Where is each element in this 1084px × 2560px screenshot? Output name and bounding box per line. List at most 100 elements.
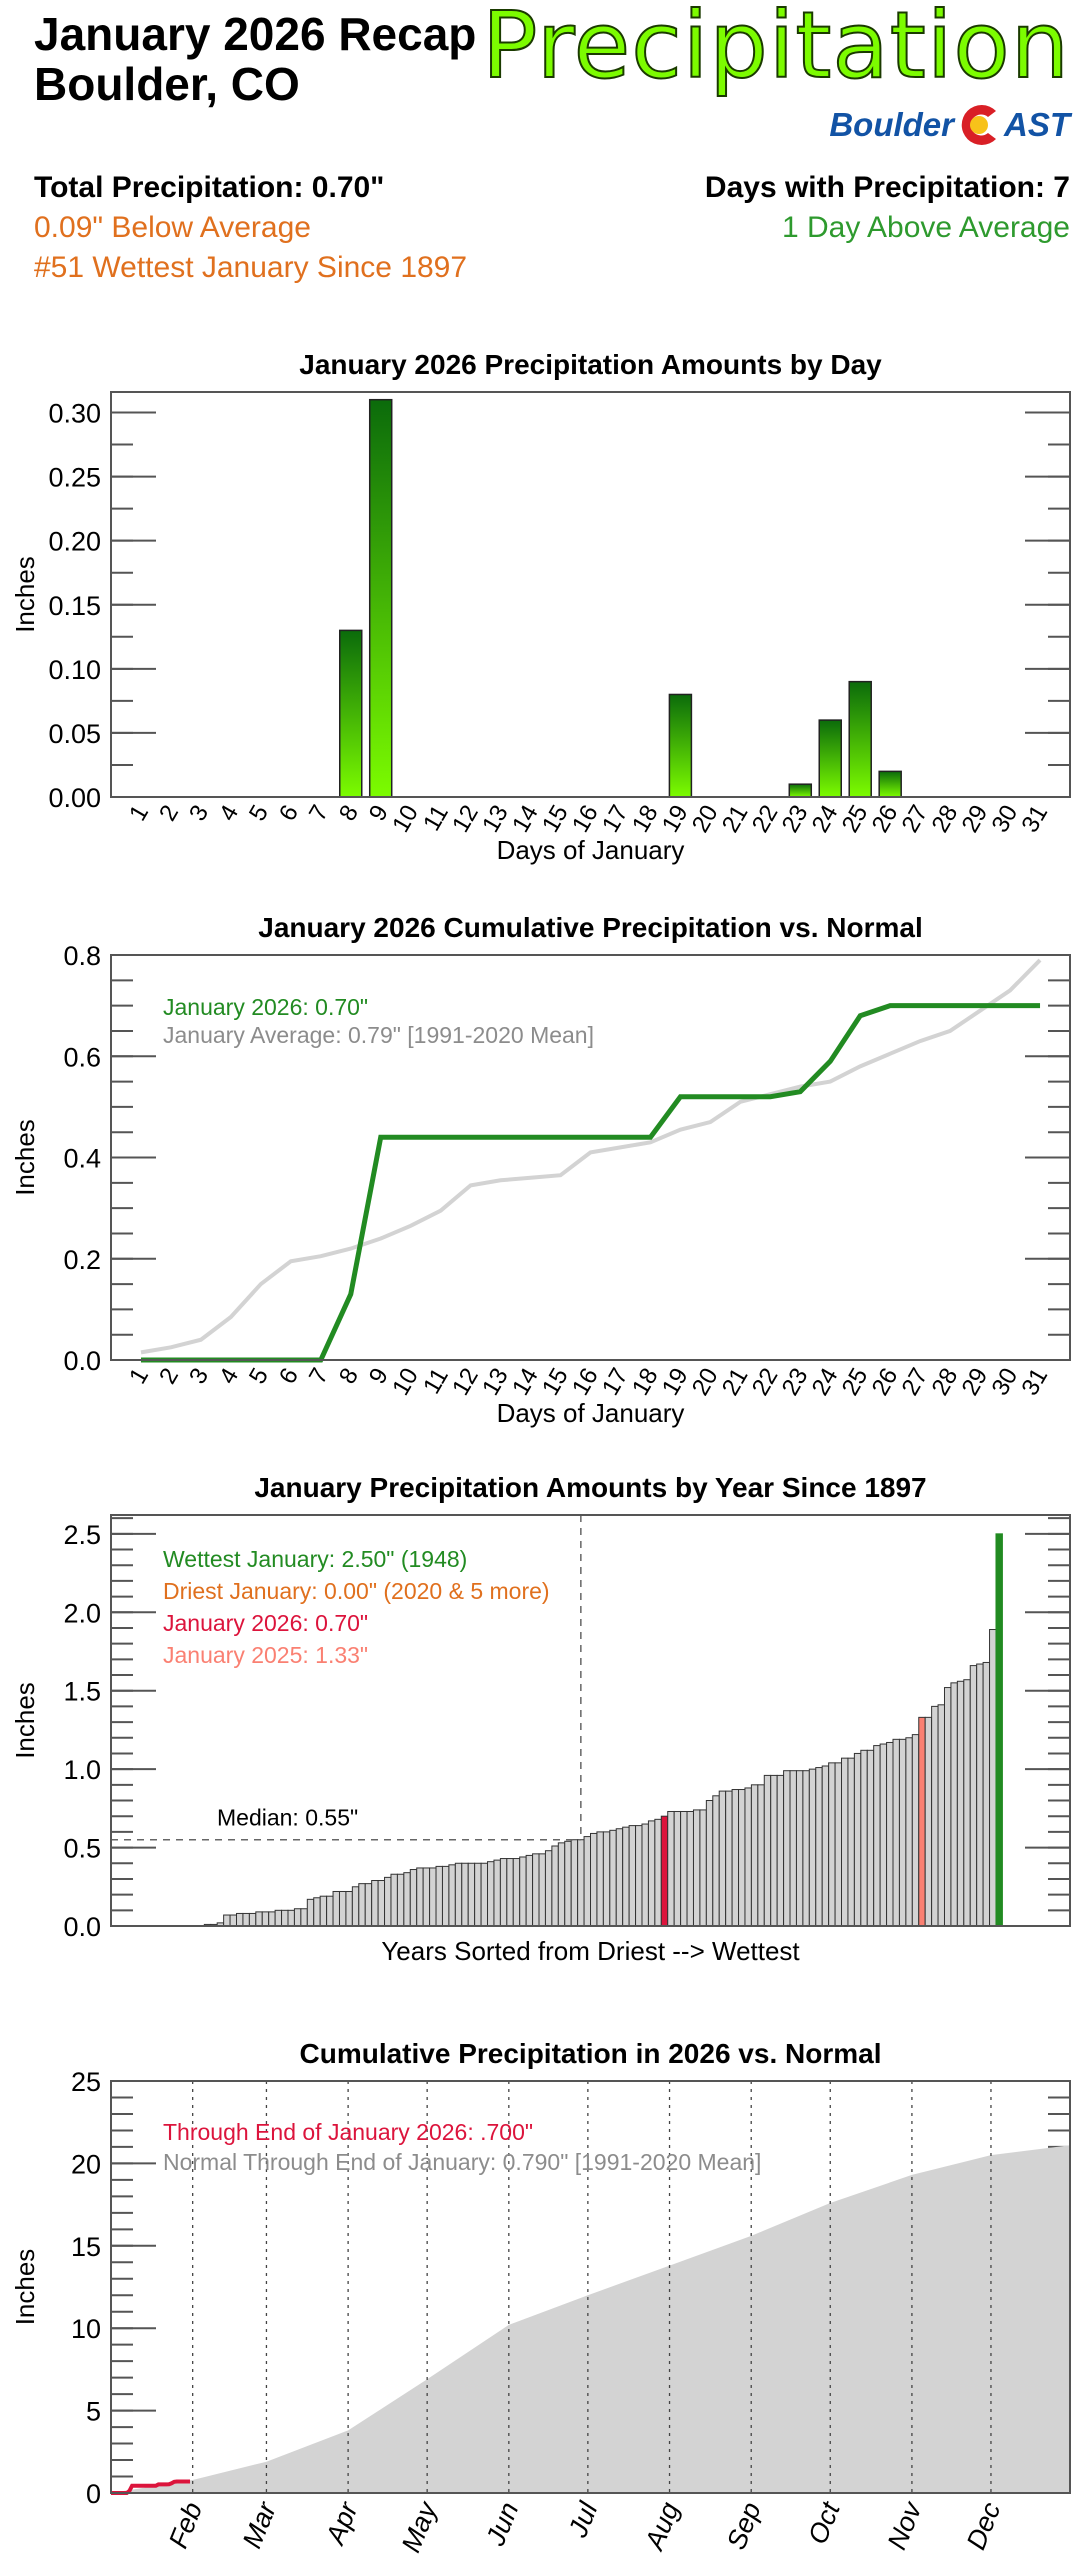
month-label: Apr — [319, 2497, 364, 2550]
x-tick-label: 30 — [987, 801, 1024, 838]
x-tick-label: 15 — [537, 801, 574, 838]
below-average-note: 0.09" Below Average — [34, 211, 311, 244]
x-tick-label: 19 — [657, 801, 694, 838]
y-tick-label: 0.5 — [63, 1834, 101, 1864]
year-bar — [892, 1738, 900, 1927]
year-bar-2025 — [918, 1716, 926, 1927]
year-bar — [808, 1768, 817, 1927]
year-bar — [441, 1865, 450, 1927]
x-tick-label: 24 — [807, 801, 844, 838]
x-tick-label: 13 — [477, 801, 514, 838]
y-tick-label: 0.00 — [48, 783, 101, 813]
year-bar — [467, 1862, 476, 1927]
plot-border — [110, 1514, 1071, 1927]
y-tick-label: 15 — [71, 2232, 101, 2262]
year-bar — [538, 1853, 546, 1927]
year-bar — [371, 1880, 379, 1927]
day-bar — [878, 770, 902, 798]
x-tick-label: 11 — [418, 1364, 454, 1399]
year-bar-2026 — [660, 1815, 669, 1927]
year-bar — [448, 1864, 456, 1927]
year-bar — [403, 1872, 411, 1927]
x-tick-label: 27 — [897, 801, 934, 838]
plot-border — [110, 391, 1071, 798]
month-label: Mar — [237, 2497, 283, 2552]
page-title: January 2026 Recap — [34, 8, 477, 60]
day-bar — [668, 693, 693, 798]
legend-entry: Driest January: 0.00" (2020 & 5 more) — [163, 1578, 550, 1604]
precipitation-banner: Precipitation — [481, 0, 1070, 100]
year-bar — [911, 1734, 920, 1927]
year-bar — [435, 1865, 443, 1927]
year-bar — [860, 1749, 868, 1927]
year-bar — [924, 1716, 933, 1927]
year-bar — [731, 1789, 740, 1927]
y-tick-label: 2.0 — [63, 1598, 101, 1628]
year-bar — [345, 1890, 353, 1927]
year-bar — [622, 1826, 630, 1927]
y-tick-label: 1.0 — [63, 1755, 101, 1785]
day-bar — [339, 629, 363, 798]
year-bar — [937, 1704, 945, 1927]
year-bar — [905, 1737, 913, 1927]
x-tick-label: 30 — [987, 1364, 1024, 1401]
x-tick-label: 8 — [334, 1364, 364, 1389]
month-label: Jun — [480, 2498, 525, 2551]
year-bar — [396, 1873, 405, 1927]
x-tick-label: 10 — [387, 801, 424, 838]
bouldercast-logo: Boulder AST — [829, 100, 1070, 150]
year-bar — [789, 1770, 797, 1927]
chart-title: January 2026 Precipitation Amounts by Da… — [299, 349, 882, 380]
year-bar — [802, 1770, 810, 1927]
year-bar — [300, 1908, 308, 1927]
year-bar — [931, 1705, 939, 1927]
y-axis-label: Inches — [10, 556, 40, 633]
x-tick-label: 22 — [747, 1364, 784, 1401]
year-bar — [487, 1861, 495, 1927]
year-bar — [474, 1862, 482, 1927]
x-tick-label: 5 — [244, 1364, 274, 1389]
year-bar — [841, 1757, 849, 1927]
year-bar — [718, 1790, 727, 1927]
year-bar — [969, 1665, 978, 1927]
chart-4: Cumulative Precipitation in 2026 vs. Nor… — [10, 2038, 1071, 2557]
y-axis-label: Inches — [10, 1119, 40, 1196]
x-tick-label: 1 — [124, 1364, 154, 1389]
month-label: Nov — [882, 2497, 928, 2554]
legend-entry: January 2026: 0.70" — [163, 1610, 368, 1636]
chart-2: January 2026 Cumulative Precipitation vs… — [10, 912, 1071, 1428]
x-tick-label: 10 — [387, 1364, 424, 1401]
year-bar-wettest — [995, 1533, 1003, 1927]
month-label: Dec — [961, 2498, 1007, 2554]
y-tick-label: 0.0 — [63, 1912, 101, 1942]
year-bar — [886, 1741, 894, 1927]
x-tick-label: 16 — [567, 1364, 604, 1401]
x-tick-label: 8 — [334, 801, 364, 826]
x-tick-label: 22 — [747, 801, 784, 838]
year-bar — [680, 1810, 688, 1927]
month-label: Jul — [562, 2497, 603, 2542]
x-tick-label: 7 — [304, 1364, 334, 1389]
year-bar — [654, 1818, 662, 1927]
year-bar — [673, 1810, 682, 1927]
x-tick-label: 18 — [627, 1364, 664, 1401]
plot-border — [110, 2080, 1071, 2494]
y-tick-label: 0 — [86, 2479, 101, 2509]
year-bar — [635, 1825, 643, 1927]
chart-title: January Precipitation Amounts by Year Si… — [254, 1472, 926, 1503]
month-label: Aug — [639, 2498, 686, 2556]
year-bar — [384, 1876, 392, 1927]
days-with-precipitation: Days with Precipitation: 7 — [704, 171, 1070, 204]
y-tick-label: 0.2 — [63, 1245, 101, 1275]
year-bar — [454, 1862, 463, 1927]
year-bar — [564, 1840, 572, 1927]
total-precipitation: Total Precipitation: 0.70" — [34, 171, 385, 204]
year-bar — [590, 1832, 598, 1927]
logo-text-right: AST — [1004, 106, 1070, 143]
day-bar — [368, 398, 393, 798]
year-bar — [834, 1762, 843, 1927]
y-tick-label: 2.5 — [63, 1520, 101, 1550]
year-bar — [583, 1836, 592, 1927]
year-bar — [461, 1862, 469, 1927]
